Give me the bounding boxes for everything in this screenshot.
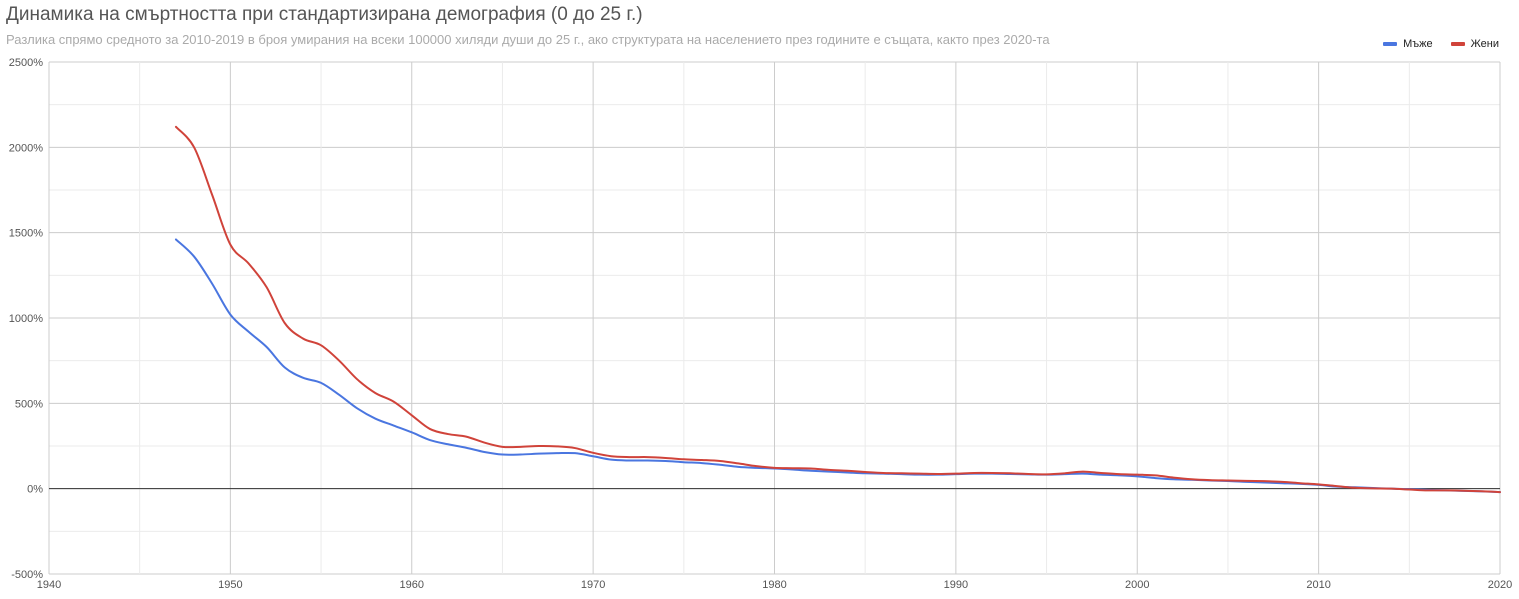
y-tick-label: 1500%	[9, 228, 43, 240]
chart-subtitle: Разлика спрямо средното за 2010-2019 в б…	[6, 32, 1050, 47]
x-tick-label: 1950	[218, 579, 242, 591]
y-tick-label: 2500%	[9, 57, 43, 69]
x-tick-label: 1960	[400, 579, 424, 591]
x-axis: 1940 1950 1960 1970 1980 1990 2000 2010 2020	[37, 579, 1512, 591]
series-line-women	[174, 125, 1501, 494]
legend-label-men: Мъже	[1403, 38, 1433, 50]
legend-item-men[interactable]: Мъже	[1383, 38, 1433, 50]
x-tick-label: 1980	[762, 579, 786, 591]
y-tick-label: 0%	[27, 484, 43, 496]
legend-label-women: Жени	[1470, 38, 1499, 50]
y-tick-label: -500%	[11, 569, 43, 581]
chart-title: Динамика на смъртността при стандартизир…	[6, 4, 643, 25]
x-tick-label: 1940	[37, 579, 61, 591]
series-line-men	[174, 238, 1501, 494]
x-tick-label: 2020	[1488, 579, 1512, 591]
legend-item-women[interactable]: Жени	[1450, 38, 1499, 50]
y-axis: -500% 0% 500% 1000% 1500% 2000% 2500%	[9, 57, 43, 581]
x-tick-label: 1990	[944, 579, 968, 591]
y-tick-label: 2000%	[9, 142, 43, 154]
legend-swatch-women	[1450, 42, 1465, 46]
y-tick-label: 1000%	[9, 313, 43, 325]
chart-legend: Мъже Жени	[1383, 38, 1499, 50]
x-tick-label: 2010	[1306, 579, 1330, 591]
y-tick-label: 500%	[15, 398, 43, 410]
x-tick-label: 1970	[581, 579, 605, 591]
series-lines	[174, 125, 1501, 494]
grid-lines	[48, 61, 1501, 575]
legend-swatch-men	[1383, 42, 1398, 46]
x-tick-label: 2000	[1125, 579, 1149, 591]
